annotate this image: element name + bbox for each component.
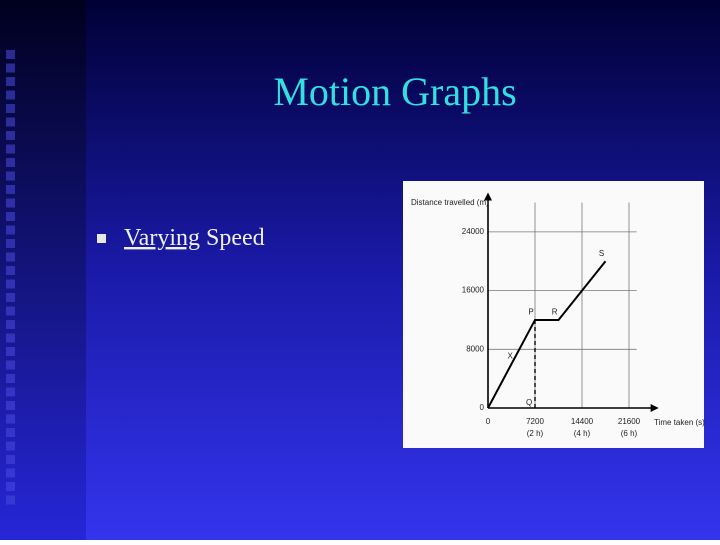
square xyxy=(6,131,15,140)
bullet-rest: Speed xyxy=(206,225,265,251)
square xyxy=(6,158,15,167)
y-tick-label: 24000 xyxy=(462,227,485,236)
x-tick-label: 0 xyxy=(486,417,491,426)
square xyxy=(6,401,15,410)
slide-title: Motion Graphs xyxy=(273,69,516,114)
square xyxy=(6,252,15,262)
x-tick-sublabel: (6 h) xyxy=(621,429,638,438)
point-label: Q xyxy=(526,398,532,407)
square xyxy=(6,117,15,127)
square xyxy=(6,414,15,424)
square xyxy=(6,90,15,100)
chart-image xyxy=(403,181,704,448)
square xyxy=(6,50,15,59)
square xyxy=(6,428,15,437)
square xyxy=(6,198,15,208)
chart: 0 8000 16000 24000 0 7200 14400 21600 (2 h) (4 h)… xyxy=(411,192,705,438)
square-pattern xyxy=(6,50,15,505)
square xyxy=(6,347,15,356)
y-axis-label: Distance travelled (m) xyxy=(411,198,489,207)
square xyxy=(6,468,15,478)
point-label: X xyxy=(508,352,514,361)
square xyxy=(6,360,15,370)
square xyxy=(6,279,15,289)
square xyxy=(6,293,15,302)
x-tick-label: 7200 xyxy=(526,417,544,426)
square xyxy=(6,239,15,248)
square xyxy=(6,333,15,343)
square xyxy=(6,212,15,221)
square xyxy=(6,387,15,397)
square xyxy=(6,482,15,491)
point-label: P xyxy=(528,308,533,317)
square xyxy=(6,374,15,383)
y-arrow xyxy=(484,192,492,201)
bullet-underlined: Varying xyxy=(124,225,200,251)
square xyxy=(6,144,15,154)
point-label: R xyxy=(552,308,558,317)
line-series xyxy=(487,260,607,409)
square xyxy=(6,104,15,113)
square xyxy=(6,306,15,316)
point-label: S xyxy=(599,249,604,258)
square xyxy=(6,225,15,235)
square xyxy=(6,185,15,194)
x-tick-sublabel: (4 h) xyxy=(574,429,591,438)
square xyxy=(6,495,15,505)
x-tick-sublabel: (2 h) xyxy=(527,429,544,438)
bullet-text: Varying Speed xyxy=(124,225,265,251)
square xyxy=(6,63,15,73)
square xyxy=(6,320,15,329)
square xyxy=(6,171,15,181)
x-axis-label: Time taken (s) xyxy=(654,418,705,427)
y-tick-label: 8000 xyxy=(466,344,484,353)
square xyxy=(6,266,15,275)
x-tick-label: 21600 xyxy=(618,417,641,426)
x-tick-label: 14400 xyxy=(571,417,594,426)
square xyxy=(6,77,15,86)
x-arrow xyxy=(650,404,659,412)
bullet-marker xyxy=(97,234,106,243)
square xyxy=(6,441,15,451)
y-tick-label: 16000 xyxy=(462,286,485,295)
square xyxy=(6,455,15,464)
y-tick-label: 0 xyxy=(480,403,485,412)
